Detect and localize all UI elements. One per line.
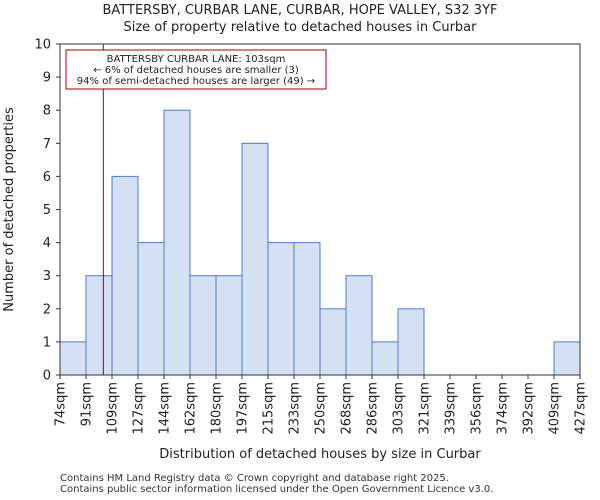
x-tick-label-268sqm: 268sqm — [340, 382, 355, 435]
y-tick-label-1: 1 — [43, 335, 51, 350]
y-tick-label-0: 0 — [43, 369, 51, 384]
bar-268sqm — [345, 275, 373, 376]
x-tick-label-127sqm: 127sqm — [132, 382, 147, 435]
x-tick-label-215sqm: 215sqm — [262, 382, 277, 435]
bar-109sqm — [111, 175, 139, 376]
annotation-box — [65, 49, 327, 90]
y-axis-label: Number of detached properties — [2, 107, 17, 312]
x-tick-label-374sqm: 374sqm — [496, 382, 511, 435]
x-axis-ticks: 74sqm 91sqm 109sqm 127sqm 144sqm 162sqm 180sqm… — [54, 375, 589, 435]
y-tick-label-7: 7 — [43, 137, 51, 152]
y-tick-label-5: 5 — [43, 203, 51, 218]
bar-233sqm — [293, 242, 321, 376]
bar-91sqm — [85, 275, 113, 376]
y-axis-ticks: 0 1 2 3 4 5 6 7 8 9 10 — [34, 38, 60, 384]
bar-74sqm — [59, 341, 87, 376]
chart-title: BATTERSBY, CURBAR LANE, CURBAR, HOPE VAL… — [102, 3, 498, 18]
annotation-line-3: 94% of semi-detached houses are larger (… — [77, 76, 315, 87]
x-tick-label-233sqm: 233sqm — [288, 382, 303, 435]
y-tick-label-2: 2 — [43, 302, 51, 317]
x-tick-label-356sqm: 356sqm — [470, 382, 485, 435]
y-tick-label-8: 8 — [43, 104, 51, 119]
bar-215sqm — [267, 242, 295, 376]
x-tick-label-286sqm: 286sqm — [366, 382, 381, 435]
bar-286sqm — [371, 341, 399, 376]
x-tick-label-392sqm: 392sqm — [522, 382, 537, 435]
footer-line-1: Contains HM Land Registry data © Crown c… — [60, 473, 449, 484]
annotation-line-1: BATTERSBY CURBAR LANE: 103sqm — [107, 54, 286, 65]
annotation-line-2: ← 6% of detached houses are smaller (3) — [93, 65, 299, 76]
bar-409sqm — [553, 341, 581, 376]
x-tick-label-180sqm: 180sqm — [210, 382, 225, 435]
y-tick-label-9: 9 — [43, 71, 51, 86]
bar-180sqm — [215, 275, 243, 376]
histogram-chart: 0 1 2 3 4 5 6 7 8 9 10 74sqm 91sqm 109sqm 127sqm 144sq… — [2, 38, 589, 463]
bar-127sqm — [137, 242, 165, 376]
x-tick-label-162sqm: 162sqm — [184, 382, 199, 435]
bar-197sqm — [241, 142, 269, 376]
x-tick-label-144sqm: 144sqm — [158, 382, 173, 435]
bar-144sqm — [163, 109, 191, 376]
bar-162sqm — [189, 275, 217, 376]
x-tick-label-91sqm: 91sqm — [80, 382, 95, 426]
y-tick-label-3: 3 — [43, 269, 51, 284]
x-tick-label-321sqm: 321sqm — [418, 382, 433, 435]
x-axis-label: Distribution of detached houses by size … — [159, 447, 481, 462]
property-annotation: BATTERSBY CURBAR LANE: 103sqm ← 6% of de… — [65, 49, 327, 90]
bar-250sqm — [319, 308, 347, 376]
x-tick-label-197sqm: 197sqm — [236, 382, 251, 435]
x-tick-label-427sqm: 427sqm — [574, 382, 589, 435]
x-tick-label-250sqm: 250sqm — [314, 382, 329, 435]
footer-line-2: Contains public sector information licen… — [60, 484, 494, 495]
x-tick-label-74sqm: 74sqm — [54, 382, 69, 426]
chart-subtitle: Size of property relative to detached ho… — [123, 20, 477, 35]
y-tick-label-10: 10 — [34, 38, 51, 53]
y-tick-label-6: 6 — [43, 170, 51, 185]
x-tick-label-409sqm: 409sqm — [548, 382, 563, 435]
y-tick-label-4: 4 — [43, 236, 51, 251]
x-tick-label-339sqm: 339sqm — [444, 382, 459, 435]
bar-303sqm — [397, 308, 425, 376]
x-tick-label-303sqm: 303sqm — [392, 382, 407, 435]
bars-group — [59, 109, 581, 376]
x-tick-label-109sqm: 109sqm — [106, 382, 121, 435]
